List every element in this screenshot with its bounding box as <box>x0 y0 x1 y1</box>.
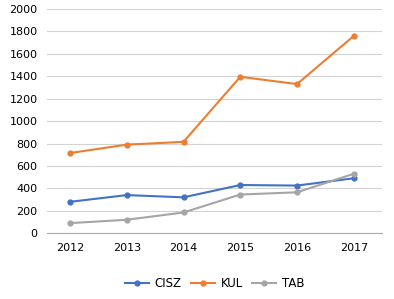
TAB <box>181 211 186 214</box>
KUL <box>181 140 186 144</box>
CISZ <box>181 196 186 199</box>
KUL <box>125 143 129 147</box>
CISZ <box>351 176 356 180</box>
TAB <box>295 190 299 194</box>
TAB <box>351 172 356 176</box>
TAB <box>238 193 243 196</box>
TAB <box>125 218 129 222</box>
Line: TAB: TAB <box>67 171 356 225</box>
Line: CISZ: CISZ <box>67 176 356 204</box>
CISZ <box>238 183 243 187</box>
CISZ <box>295 184 299 187</box>
TAB <box>68 221 72 225</box>
KUL <box>68 151 72 155</box>
KUL <box>295 82 299 86</box>
Line: KUL: KUL <box>67 33 356 155</box>
Legend: CISZ, KUL, TAB: CISZ, KUL, TAB <box>121 273 309 295</box>
CISZ <box>125 193 129 197</box>
CISZ <box>68 200 72 204</box>
KUL <box>351 34 356 38</box>
KUL <box>238 75 243 79</box>
